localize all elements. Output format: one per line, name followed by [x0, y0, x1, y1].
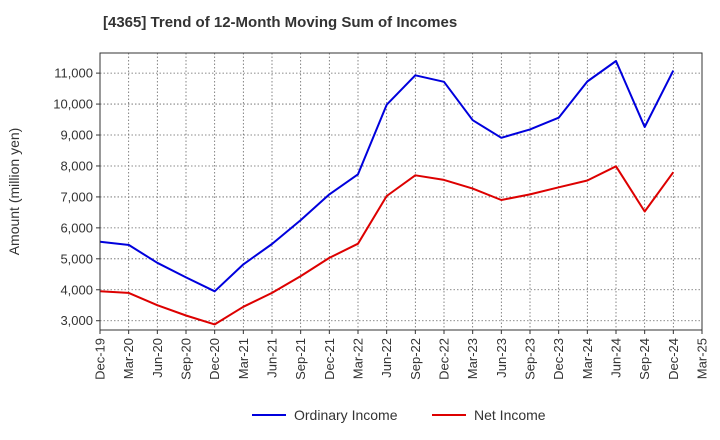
x-tick-label: Jun-20: [150, 338, 165, 378]
legend: Ordinary Income Net Income: [252, 407, 546, 423]
x-tick-label: Mar-22: [351, 338, 366, 379]
y-tick-label: 6,000: [60, 220, 93, 235]
y-tick-label: 7,000: [60, 189, 93, 204]
x-tick-label: Dec-20: [207, 338, 222, 380]
x-tick-label: Mar-21: [236, 338, 251, 379]
y-tick-label: 9,000: [60, 128, 93, 143]
x-tick-label: Sep-22: [408, 338, 423, 380]
series-line-ordinary-income: [99, 60, 675, 293]
x-tick-label: Dec-23: [551, 338, 566, 380]
series-line-net-income: [99, 165, 675, 326]
x-tick-label: Sep-21: [293, 338, 308, 380]
y-tick-label: 5,000: [60, 251, 93, 266]
x-tick-label: Mar-20: [121, 338, 136, 379]
y-tick-label: 11,000: [54, 66, 93, 81]
x-tick-label: Sep-24: [637, 338, 652, 380]
y-tick-label: 8,000: [60, 158, 93, 173]
x-tick-label: Jun-22: [379, 338, 394, 378]
y-tick-label: 3,000: [60, 313, 93, 328]
x-tick-label: Jun-21: [265, 338, 280, 378]
x-axis: Dec-19 Mar-20 Jun-20 Sep-20 Dec-20 Mar-21 Jun-…: [93, 330, 710, 380]
plot-frame: [99, 52, 703, 331]
x-tick-label: Jun-23: [494, 338, 509, 378]
x-tick-label: Jun-24: [609, 338, 624, 378]
x-tick-label: Mar-25: [695, 338, 710, 379]
y-tick-label: 4,000: [60, 282, 93, 297]
y-axis-label: Amount (million yen): [6, 128, 22, 256]
legend-label: Net Income: [474, 407, 546, 423]
x-tick-label: Dec-22: [437, 338, 452, 380]
x-tick-label: Dec-19: [93, 338, 108, 380]
y-tick-label: 10,000: [53, 97, 93, 112]
x-tick-label: Mar-24: [580, 338, 595, 379]
x-tick-label: Mar-23: [465, 338, 480, 379]
x-tick-label: Dec-21: [322, 338, 337, 380]
x-tick-label: Dec-24: [666, 338, 681, 380]
series-lines: [99, 60, 675, 326]
x-tick-label: Sep-23: [523, 338, 538, 380]
legend-label: Ordinary Income: [294, 407, 398, 423]
x-tick-label: Sep-20: [179, 338, 194, 380]
y-axis: 3,000 4,000 5,000 6,000 7,000 8,000 9,000 10,00…: [53, 66, 100, 328]
chart-title: [4365] Trend of 12-Month Moving Sum of I…: [103, 14, 458, 31]
grid: [100, 53, 702, 330]
